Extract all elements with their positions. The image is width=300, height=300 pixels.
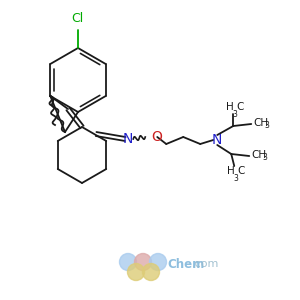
Circle shape [128, 263, 145, 280]
Text: 3: 3 [264, 122, 269, 130]
Text: CH: CH [253, 118, 268, 128]
Text: Cl: Cl [71, 12, 83, 25]
Circle shape [149, 254, 167, 271]
Text: CH: CH [251, 150, 266, 160]
Text: H: H [226, 102, 234, 112]
Text: H: H [227, 166, 235, 176]
Text: 3: 3 [233, 174, 238, 183]
Circle shape [142, 263, 160, 280]
Circle shape [134, 254, 152, 271]
Circle shape [119, 254, 136, 271]
Text: Chem: Chem [167, 257, 204, 271]
Text: O: O [151, 130, 162, 144]
Text: 3: 3 [262, 154, 267, 163]
Text: C: C [236, 102, 244, 112]
Text: 3: 3 [232, 110, 237, 119]
Text: N: N [123, 132, 134, 146]
Text: N: N [212, 133, 222, 147]
Text: .com: .com [192, 259, 219, 269]
Text: C: C [237, 166, 244, 176]
